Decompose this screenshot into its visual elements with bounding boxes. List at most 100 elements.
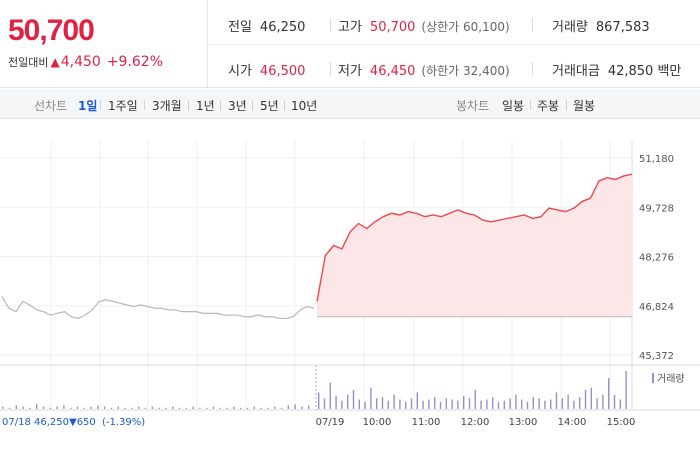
- volume-bar: [274, 406, 276, 409]
- period-1d-button[interactable]: 1일: [78, 99, 98, 113]
- volume-bar: [329, 382, 331, 409]
- volume-bar: [294, 404, 296, 409]
- volume-bar: [486, 399, 488, 409]
- prev-day-price-line: [1, 296, 315, 320]
- x-tick-label: 07/19: [316, 417, 345, 428]
- x-tick-label: 12:00: [461, 417, 490, 428]
- volume-bar: [233, 406, 235, 409]
- high-price: 고가 50,700 (상한가 60,100): [338, 16, 510, 35]
- volume-bar: [15, 405, 17, 409]
- price-chart[interactable]: 51,180 49,728 48,276 46,824 45,372 거래량 07/19…: [0, 120, 700, 450]
- volume-bar: [144, 407, 147, 409]
- volume-legend: 거래량: [652, 373, 685, 385]
- low-price: 저가 46,450 (하한가 32,400): [338, 60, 510, 79]
- candle-daily-button[interactable]: 일봉: [502, 99, 525, 113]
- volume-bar: [49, 407, 51, 409]
- volume-bar: [364, 401, 366, 409]
- volume-bar: [117, 406, 119, 409]
- prev-day-date: 07/18: [2, 417, 31, 428]
- volume-bar: [151, 406, 153, 409]
- candle-weekly-button[interactable]: 주봉: [537, 99, 560, 113]
- volume-bar: [253, 406, 255, 409]
- volume-legend-label: 거래량: [657, 373, 685, 385]
- volume-bar: [42, 406, 45, 409]
- volume-bar: [416, 392, 418, 409]
- volume-bar: [206, 407, 208, 409]
- volume-bar: [63, 405, 65, 409]
- volume-bar: [335, 395, 337, 409]
- volume-bar: [596, 398, 598, 409]
- volume-legend-swatch: [652, 373, 654, 383]
- candle-chart-label: 봉차트: [456, 99, 490, 113]
- volume-bar: [381, 397, 384, 409]
- x-tick-label: 13:00: [509, 417, 538, 428]
- volume-bar: [178, 407, 181, 409]
- volume-bar: [358, 399, 360, 409]
- x-tick-label: 14:00: [558, 417, 587, 428]
- high-value: 50,700: [369, 20, 416, 35]
- volume-bar: [503, 400, 505, 409]
- volume-bar: [550, 399, 552, 409]
- volume-bar: [445, 398, 447, 409]
- prev-day-close: 46,250: [34, 417, 69, 428]
- volume-bar: [474, 390, 476, 409]
- prev-close-label: 전일: [228, 20, 252, 35]
- up-arrow-icon: ▲: [50, 55, 60, 69]
- period-1w-button[interactable]: 1주일: [108, 99, 138, 113]
- volume-bar: [422, 400, 424, 409]
- stock-summary: 50,700 전일대비 ▲4,450 +9.62% 전일 46,250 고가 50,70…: [0, 0, 700, 88]
- volume-bar: [538, 398, 540, 409]
- volume-bar: [287, 405, 289, 409]
- candle-monthly-button[interactable]: 월봉: [573, 99, 596, 113]
- x-tick-label: 10:00: [363, 417, 392, 428]
- amount-label: 거래대금: [552, 64, 600, 79]
- period-10y-button[interactable]: 10년: [291, 99, 318, 113]
- volume-bar: [509, 398, 511, 409]
- prev-close: 전일 46,250: [228, 16, 305, 35]
- volume-bar: [352, 390, 355, 409]
- volume-bar: [393, 394, 395, 409]
- volume-bar: [323, 398, 326, 409]
- period-3m-button[interactable]: 3개월: [152, 99, 182, 113]
- volume-bar: [457, 400, 459, 409]
- chart-toolbar: 선차트 1일 1주일 3개월 1년 3년 5년 10년 봉차트 일봉 주봉 월봉: [0, 89, 700, 119]
- volume-bar: [8, 407, 11, 409]
- volume-bar: [521, 399, 523, 409]
- x-tick-label: 11:00: [412, 417, 441, 428]
- period-5y-button[interactable]: 5년: [260, 99, 279, 113]
- change-percent: +9.62%: [106, 54, 164, 70]
- volume-bar: [185, 407, 187, 409]
- volume-bar: [613, 394, 616, 409]
- volume-bar: [526, 401, 529, 409]
- trade-amount: 거래대금 42,850 백만: [552, 60, 681, 79]
- volume-bar: [260, 407, 262, 409]
- volume-bar: [199, 407, 201, 409]
- price-box: 50,700 전일대비 ▲4,450 +9.62%: [0, 0, 208, 88]
- open-label: 시가: [228, 64, 252, 79]
- volume-bar: [497, 401, 500, 409]
- x-tick-label: 15:00: [607, 417, 636, 428]
- prev-day-info: 07/18 46,250 ▼650 (-1.39%): [2, 417, 145, 428]
- volume-bar: [434, 397, 436, 409]
- period-3y-button[interactable]: 3년: [228, 99, 247, 113]
- period-1y-button[interactable]: 1년: [196, 99, 215, 113]
- volume-bar: [246, 407, 249, 409]
- line-chart-label: 선차트: [34, 99, 68, 113]
- amount-value: 42,850 백만: [607, 64, 682, 79]
- volume-bar: [399, 399, 401, 409]
- volume-bar: [2, 406, 4, 409]
- up-area-fill: [317, 174, 632, 317]
- y-tick-label: 46,824: [639, 302, 674, 313]
- volume-bar: [561, 398, 563, 409]
- upper-limit: (상한가 60,100): [421, 20, 510, 34]
- volume-bar: [463, 395, 465, 409]
- volume-bar: [267, 407, 269, 409]
- volume-bar: [172, 406, 174, 409]
- prev-close-value: 46,250: [259, 20, 306, 35]
- volume-label: 거래량: [552, 20, 588, 35]
- volume-bar: [590, 387, 592, 409]
- volume-bar: [280, 407, 283, 409]
- volume-bar: [131, 407, 133, 409]
- volume-bar: [212, 406, 215, 409]
- volume: 거래량 867,583: [552, 16, 650, 35]
